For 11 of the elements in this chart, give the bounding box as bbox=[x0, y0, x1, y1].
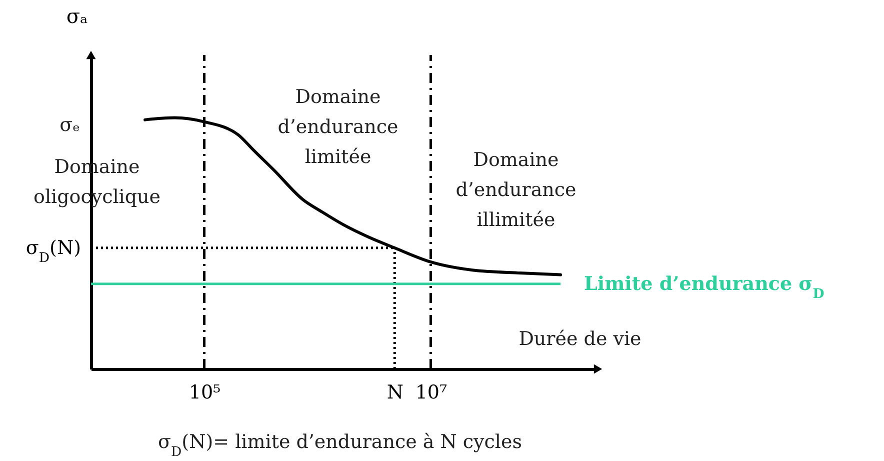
x-axis-title: Durée de vie bbox=[518, 328, 642, 350]
x-tick-label: N bbox=[386, 382, 404, 404]
ref-line-label: σ$_{D}$(N) bbox=[26, 236, 81, 266]
y-axis-title: σₐ bbox=[66, 4, 88, 28]
x-tick-label: 10⁵ bbox=[188, 382, 221, 404]
x-tick-label: 10⁷ bbox=[415, 382, 448, 404]
annotation: Domaine d’endurance illimitée bbox=[456, 149, 576, 231]
ref-line-label: Limite d’endurance σ$_{D}$ bbox=[584, 272, 824, 302]
text: σ$_{D}$(N)= limite d’endurance à N cycles bbox=[158, 431, 522, 460]
text: σₑ bbox=[60, 114, 80, 136]
annotation: Domaine d’endurance limitée bbox=[278, 86, 398, 168]
